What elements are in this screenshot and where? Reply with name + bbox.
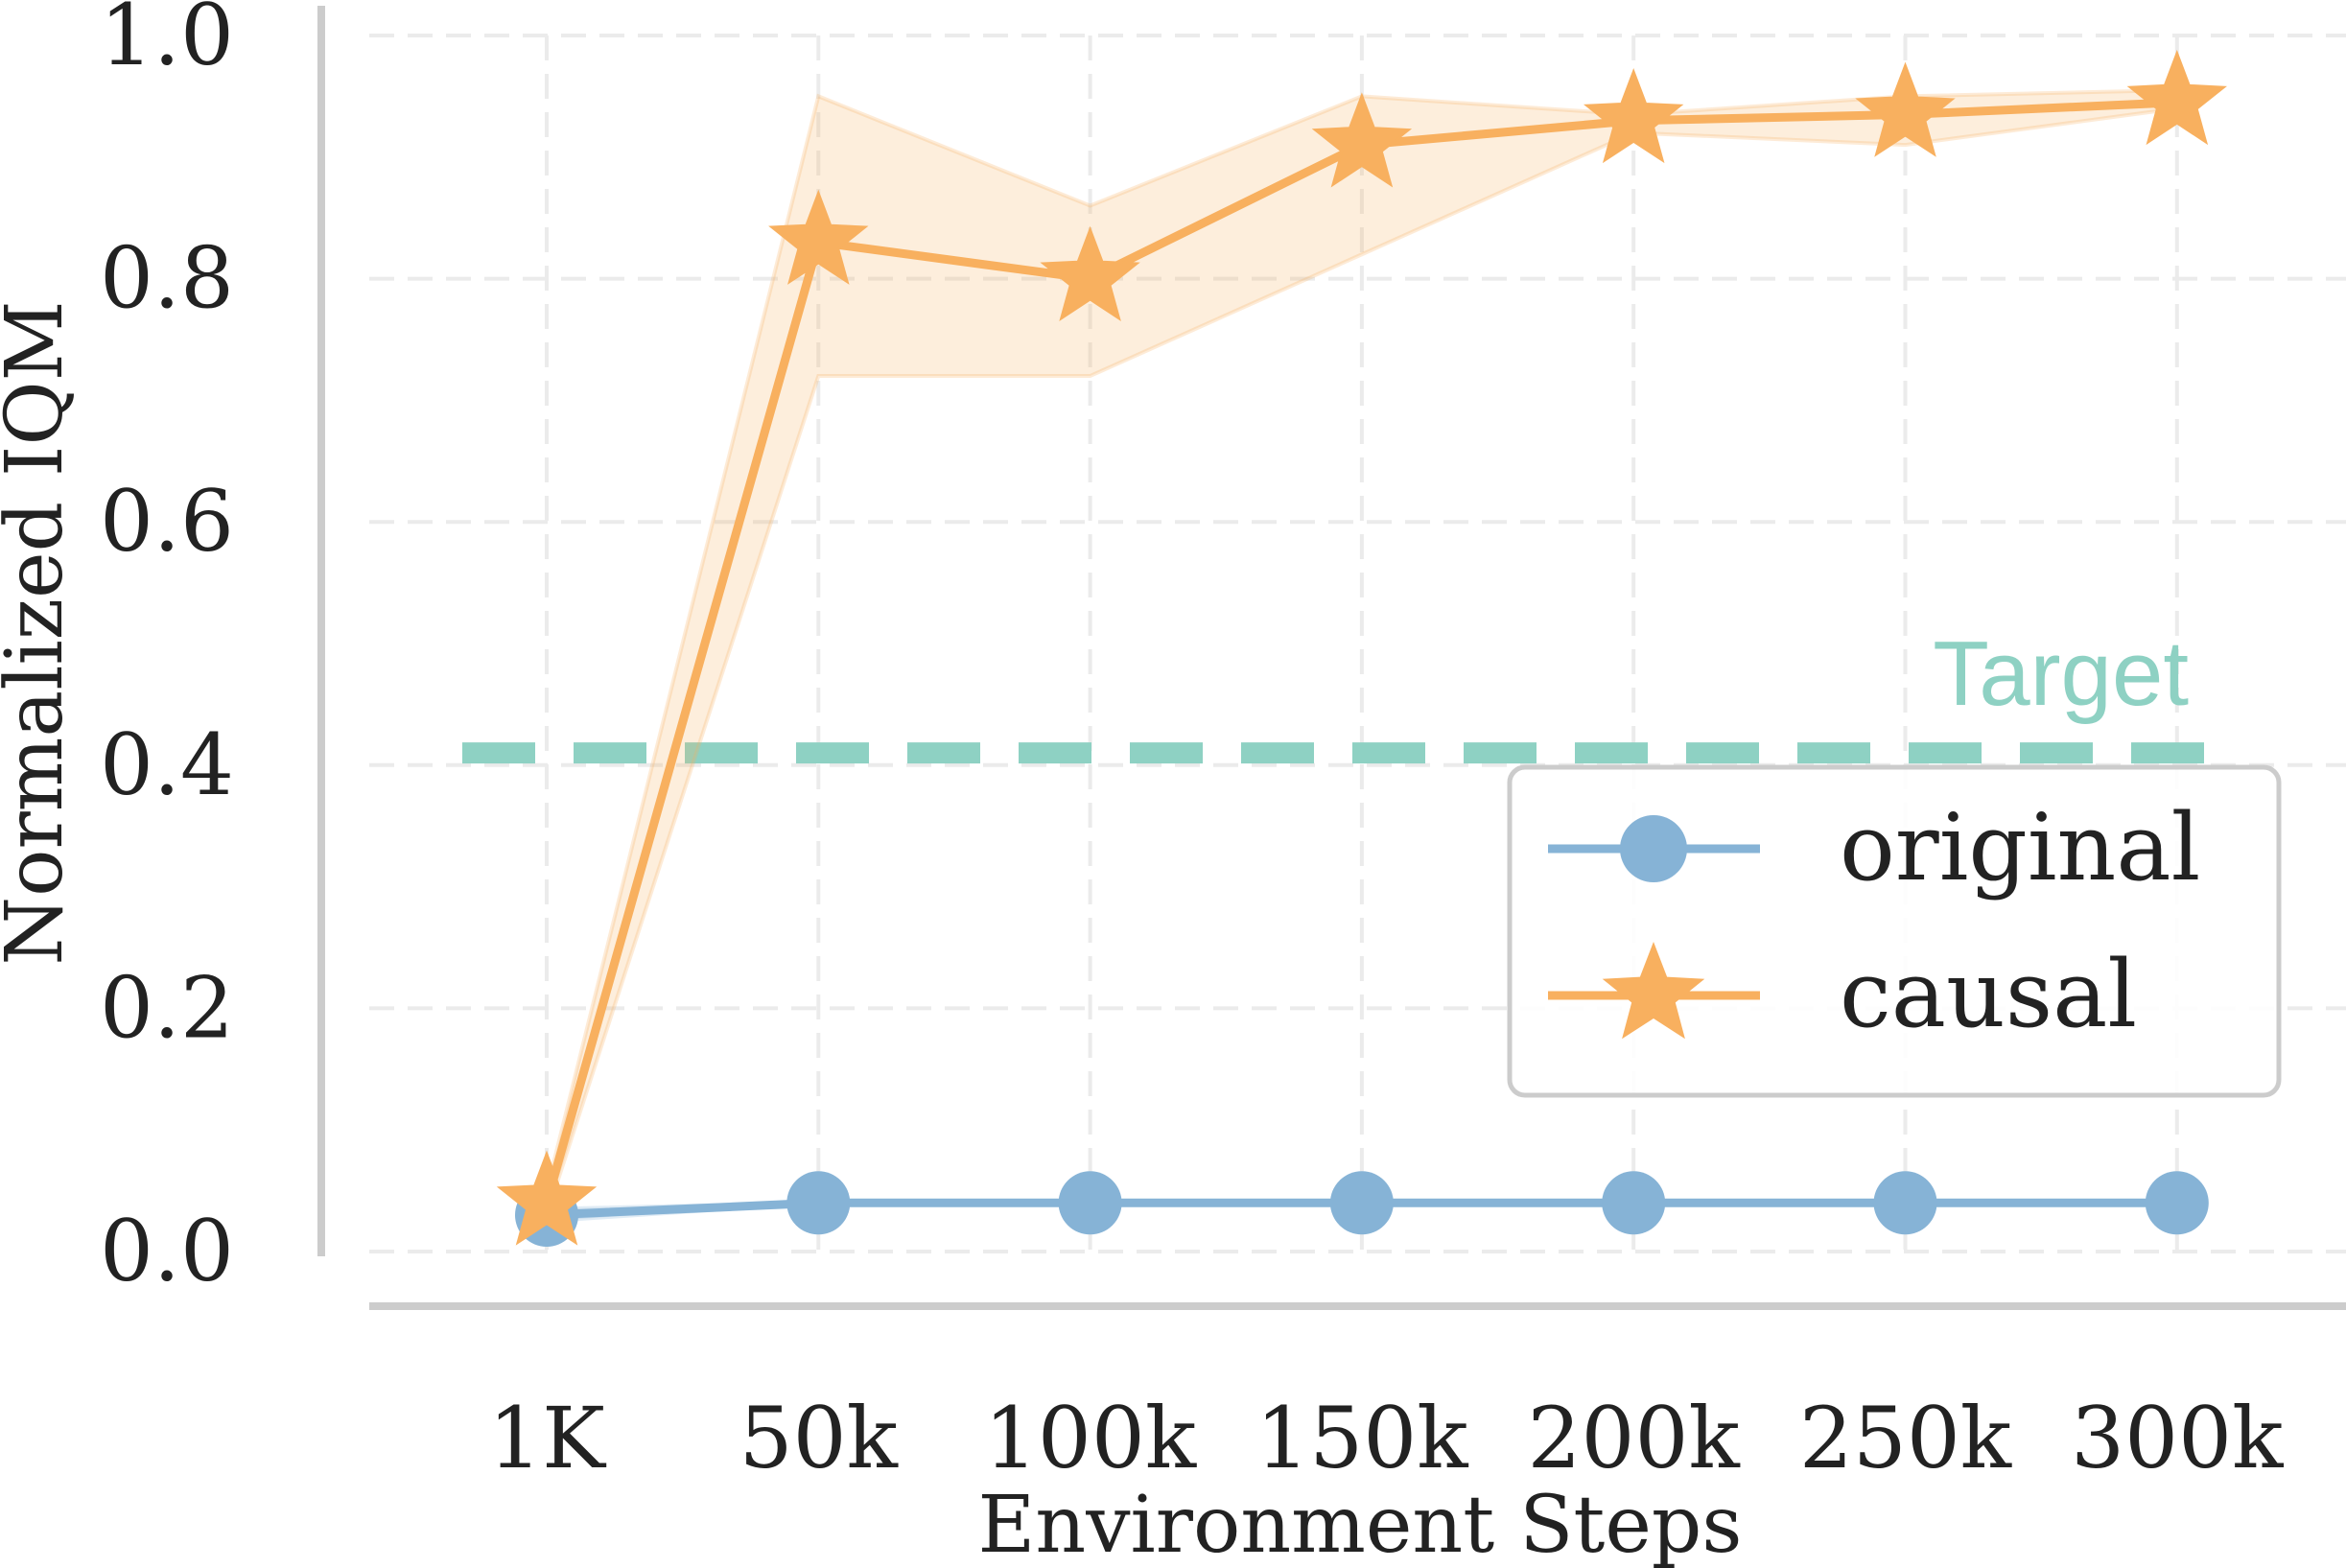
point-original-5 xyxy=(1873,1171,1937,1235)
x-tick-label-6: 300k xyxy=(2071,1389,2284,1487)
point-causal-2 xyxy=(1040,225,1140,321)
x-tick-label-2: 100k xyxy=(984,1389,1197,1487)
target-reference: Target xyxy=(462,622,2240,764)
point-causal-1 xyxy=(768,189,869,285)
y-tick-label-4: 0.8 xyxy=(100,229,234,328)
series xyxy=(496,49,2227,1247)
point-causal-6 xyxy=(2126,49,2227,146)
y-tick-label-5: 1.0 xyxy=(100,0,234,84)
x-tick-label-1: 50k xyxy=(739,1389,899,1487)
point-causal-0 xyxy=(496,1150,598,1246)
legend: original causal xyxy=(1507,764,2282,1098)
legend-marker-original xyxy=(1620,815,1687,882)
target-label: Target xyxy=(1933,622,2189,725)
point-causal-3 xyxy=(1311,92,1413,188)
x-axis-label: Environment Steps xyxy=(978,1480,1743,1568)
point-original-4 xyxy=(1602,1171,1666,1235)
y-tick-labels: 0.0 0.2 0.4 0.6 0.8 1.0 xyxy=(100,0,234,1300)
point-original-6 xyxy=(2145,1171,2209,1235)
y-tick-label-1: 0.2 xyxy=(100,958,234,1057)
legend-marker-causal xyxy=(1602,942,1705,1040)
axes xyxy=(317,6,2346,1310)
y-tick-label-3: 0.6 xyxy=(100,472,234,571)
point-original-1 xyxy=(786,1171,851,1235)
point-causal-5 xyxy=(1855,61,1956,157)
y-tick-label-0: 0.0 xyxy=(100,1202,234,1300)
legend-label-original: original xyxy=(1840,794,2200,901)
x-tick-label-0: 1K xyxy=(488,1389,607,1487)
x-tick-label-5: 250k xyxy=(1799,1389,2012,1487)
x-tick-labels: 1K 50k 100k 150k 200k 250k 300k xyxy=(488,1389,2284,1487)
y-axis-label: Normalized IQM xyxy=(0,300,81,965)
point-causal-4 xyxy=(1584,67,1684,164)
point-original-2 xyxy=(1058,1171,1122,1235)
x-tick-label-4: 200k xyxy=(1528,1389,1741,1487)
legend-label-causal: causal xyxy=(1840,941,2137,1048)
y-tick-label-2: 0.4 xyxy=(100,715,234,814)
x-tick-label-3: 150k xyxy=(1255,1389,1468,1487)
point-original-3 xyxy=(1329,1171,1394,1235)
